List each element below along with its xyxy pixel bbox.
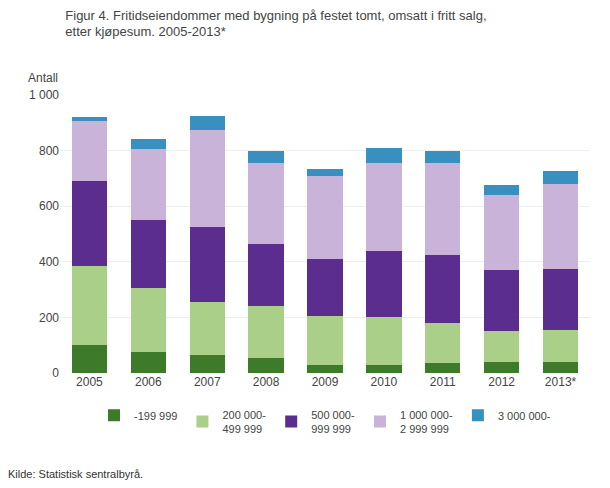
svg-text:2012: 2012 xyxy=(488,375,515,389)
svg-text:2009: 2009 xyxy=(312,375,339,389)
svg-text:2005: 2005 xyxy=(76,375,103,389)
svg-text:1 000: 1 000 xyxy=(29,88,59,102)
svg-text:Kilde: Statistisk sentralbyrå.: Kilde: Statistisk sentralbyrå. xyxy=(8,468,143,480)
svg-text:800: 800 xyxy=(39,144,59,158)
svg-text:Figur 4. Fritidseiendommer med: Figur 4. Fritidseiendommer med bygning p… xyxy=(65,8,486,40)
svg-text:1 000 000-2 999 999: 1 000 000-2 999 999 xyxy=(400,409,453,435)
svg-text:2010: 2010 xyxy=(371,375,398,389)
svg-text:2006: 2006 xyxy=(135,375,162,389)
svg-text:2007: 2007 xyxy=(194,375,221,389)
svg-text:2008: 2008 xyxy=(253,375,280,389)
svg-text:3 000 000-: 3 000 000- xyxy=(498,410,551,422)
svg-text:2013*: 2013* xyxy=(545,375,577,389)
svg-text:2011: 2011 xyxy=(430,375,456,389)
svg-text:0: 0 xyxy=(52,366,59,380)
svg-text:200 000-499 999: 200 000-499 999 xyxy=(222,409,266,435)
svg-text:Antall: Antall xyxy=(28,71,58,85)
svg-text:500 000-999 999: 500 000-999 999 xyxy=(311,409,355,435)
svg-text:-199 999: -199 999 xyxy=(134,410,177,422)
svg-text:600: 600 xyxy=(39,199,59,213)
svg-text:200: 200 xyxy=(39,311,59,325)
svg-text:400: 400 xyxy=(39,255,59,269)
